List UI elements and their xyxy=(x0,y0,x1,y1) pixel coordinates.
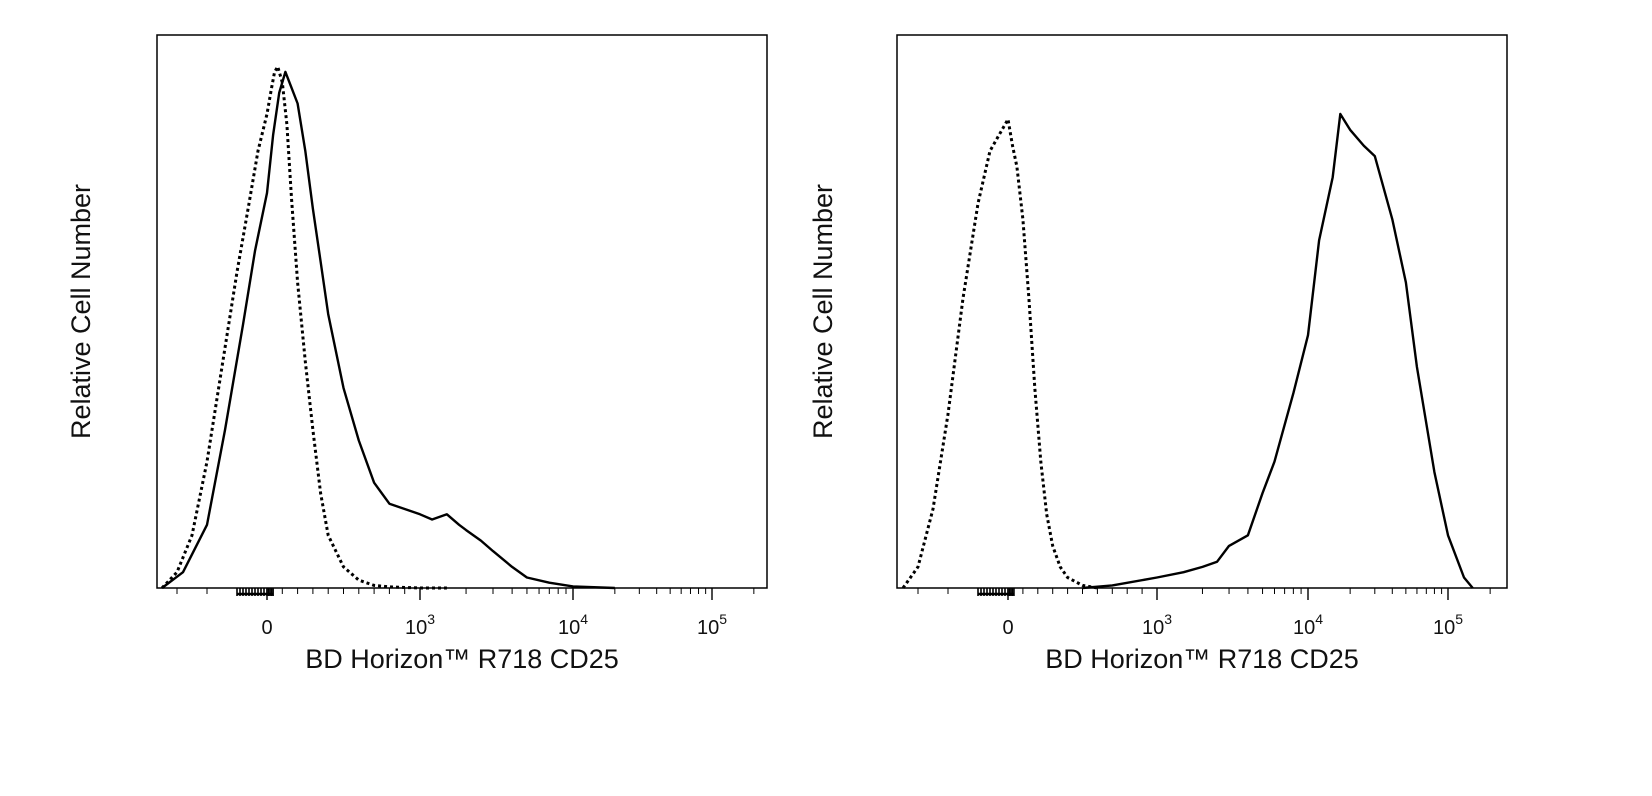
x-tick-label-exponent: 4 xyxy=(1315,611,1323,627)
x-tick-label-base: 10 xyxy=(1293,617,1315,639)
x-tick-label: 103 xyxy=(405,611,435,639)
plot-frame xyxy=(156,34,768,589)
x-axis-label: BD Horizon™ R718 CD25 xyxy=(305,644,619,674)
stained-sample-curve xyxy=(1082,112,1474,590)
x-tick-label-base: 10 xyxy=(405,617,427,639)
x-tick-label-base: 10 xyxy=(558,617,580,639)
isotype-control-curve xyxy=(901,117,1098,590)
stained-sample-curve xyxy=(161,70,615,590)
x-tick-label: 105 xyxy=(697,611,727,639)
x-tick-label-base: 10 xyxy=(697,617,719,639)
x-tick-label-exponent: 5 xyxy=(719,611,727,627)
x-tick-label-exponent: 3 xyxy=(1164,611,1172,627)
x-tick-label-exponent: 3 xyxy=(427,611,435,627)
x-tick-label: 104 xyxy=(1293,611,1323,639)
x-tick-label: 104 xyxy=(558,611,588,639)
x-tick-label-base: 10 xyxy=(1433,617,1455,639)
x-tick-label-base: 10 xyxy=(1142,617,1164,639)
y-axis-label: Relative Cell Number xyxy=(66,184,96,439)
x-axis-label: BD Horizon™ R718 CD25 xyxy=(1045,644,1359,674)
y-axis-label: Relative Cell Number xyxy=(808,184,838,439)
isotype-control-curve xyxy=(160,65,447,590)
x-tick-label: 0 xyxy=(1002,617,1013,639)
x-tick-label-exponent: 4 xyxy=(580,611,588,627)
plot-frame xyxy=(896,34,1508,589)
x-tick-label-exponent: 5 xyxy=(1455,611,1463,627)
x-tick-label: 103 xyxy=(1142,611,1172,639)
x-tick-label: 0 xyxy=(261,617,272,639)
x-tick-label: 105 xyxy=(1433,611,1463,639)
